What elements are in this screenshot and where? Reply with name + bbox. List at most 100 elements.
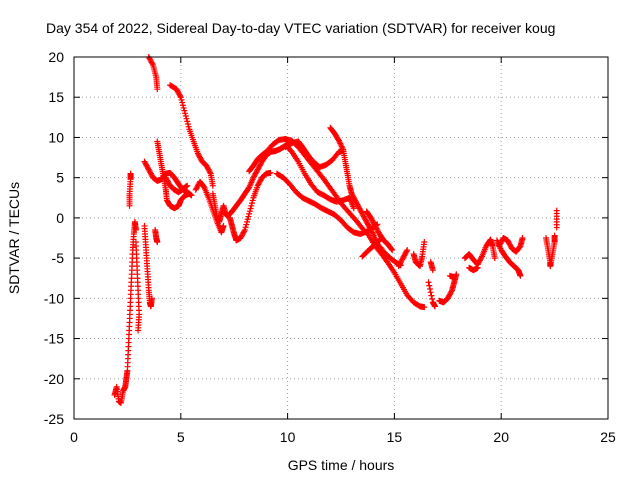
data-point [178,96,185,103]
data-point [519,235,526,241]
data-point [451,274,458,281]
data-point [491,255,498,262]
data-point [184,118,191,125]
data-point [431,303,438,310]
plot-frame [73,56,609,420]
data-point [404,247,411,254]
data-point [246,208,253,215]
data-point [248,202,255,209]
x-tick-label: 25 [600,429,616,445]
data-point [426,282,433,289]
y-tick-label: -5 [52,250,65,266]
series-arc-u [410,239,428,270]
data-point [551,232,558,239]
series-arc-s [359,235,385,260]
y-axis-label: SDTVAR / TECUs [6,182,22,294]
series-arc-z [461,236,498,268]
data-point [249,197,256,204]
data-point [453,271,460,278]
y-tick-label: 5 [56,170,64,186]
series-arc-y [446,272,458,281]
data-point [389,247,396,254]
data-points [111,54,560,406]
series-arc-aa [466,264,481,274]
data-point [132,226,139,233]
data-point [378,235,385,241]
series-arc-ae [553,207,560,231]
series-arc-x [436,271,460,306]
data-point [241,226,248,233]
y-tick-label: 20 [48,49,64,65]
x-tick-label: 20 [493,429,509,445]
y-tick-label: -20 [44,371,64,387]
data-point [247,205,254,212]
data-point [182,112,189,119]
data-point [244,216,251,223]
y-tick-label: -15 [44,331,64,347]
data-point [206,169,213,176]
series-arc-t [395,247,411,270]
data-point [220,222,227,229]
series-arc-i [167,82,216,189]
data-point [182,110,189,117]
series-arc-c [141,222,155,310]
series-arc-h [162,174,191,196]
data-point [425,279,432,286]
data-point [244,218,251,225]
data-point [183,115,190,122]
data-point [245,213,252,220]
y-tick-label: -10 [44,290,64,306]
series-arc-a-isolated [126,170,134,209]
series-arc-m [246,136,428,311]
data-point [448,288,455,295]
series-arc-n [273,170,381,237]
data-point [421,239,428,246]
data-point [428,292,435,299]
series-arc-v [425,279,438,310]
data-point [154,86,161,93]
x-tick-label: 10 [280,429,296,445]
data-point [184,182,191,189]
data-point [403,248,410,255]
data-point [154,239,161,246]
data-point [246,210,253,217]
data-point [177,92,184,99]
data-point [553,224,560,231]
y-tick-label: 0 [56,210,64,226]
data-point [427,289,434,296]
y-tick-label: 15 [48,89,64,105]
data-point [148,295,155,302]
y-tick-label: 10 [48,129,64,145]
series-arc-ac [496,235,526,255]
data-point [474,264,481,271]
series-arc-a [111,218,139,406]
data-point [350,205,357,212]
data-point [427,285,433,292]
series-arc-e [145,54,161,93]
data-point [181,107,188,114]
data-point [149,60,156,67]
x-tick-label: 15 [387,429,403,445]
x-tick-label: 0 [70,429,78,445]
x-axis-label: GPS time / hours [288,457,395,473]
data-point [388,246,395,253]
data-point [209,182,216,189]
data-point [243,221,250,228]
data-point [478,254,485,261]
chart-title: Day 354 of 2022, Sidereal Day-to-day VTE… [46,20,555,36]
x-tick-label: 5 [177,429,185,445]
data-point [517,272,524,279]
data-point [421,304,428,311]
data-point [377,236,384,243]
data-point [184,121,191,128]
data-point [249,200,255,207]
data-point [429,267,436,274]
data-point [177,94,184,101]
data-point [180,104,187,111]
series-arc-l [226,169,274,244]
data-point [267,169,274,176]
series-arc-q [327,124,404,269]
series-arc-d [152,226,161,246]
data-point [241,228,248,235]
